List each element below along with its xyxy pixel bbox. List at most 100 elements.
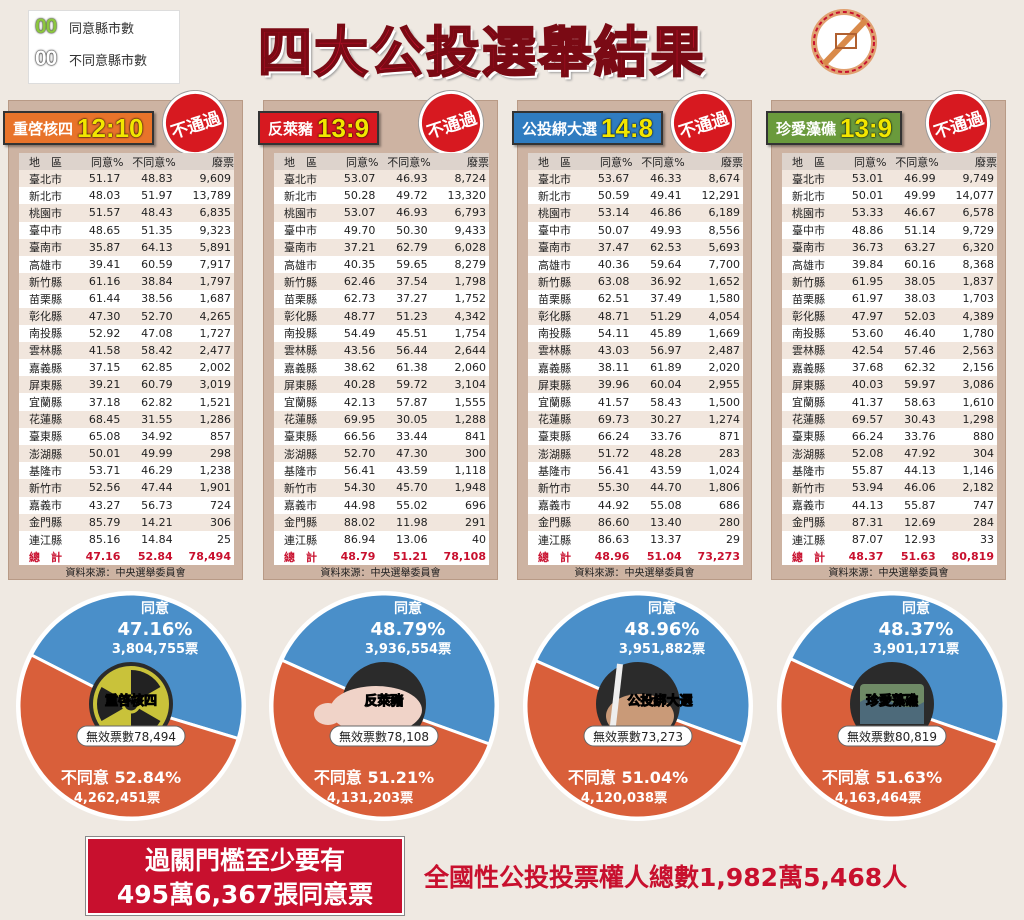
table-cell: 52.92 [88, 326, 121, 340]
table-cell: 53.60 [851, 326, 884, 340]
table-row: 金門縣 86.60 13.40 280 [528, 513, 743, 531]
table-cell: 新竹市 [782, 479, 838, 497]
table-row: 花蓮縣 69.73 30.27 1,274 [528, 410, 743, 428]
table-cell: 基隆市 [538, 464, 571, 478]
disagree-votes: 4,120,038票 [581, 790, 667, 806]
table-cell: 8,556 [708, 223, 741, 237]
table-cell: 彰化縣 [782, 307, 838, 325]
table-cell: 彰化縣 [528, 307, 584, 325]
column-header: 地 區 [19, 153, 75, 170]
table-cell: 新北市 [29, 189, 62, 203]
table-cell: 嘉義縣 [538, 361, 571, 375]
table-cell: 49.72 [396, 189, 428, 203]
table-cell: 37.27 [396, 292, 428, 306]
table-cell: 南投縣 [29, 327, 62, 341]
table-cell: 291 [430, 513, 489, 531]
column-header: 廢票 [938, 153, 997, 170]
table-cell: 1,298 [938, 410, 997, 428]
table-cell: 39.84 [851, 258, 884, 272]
referendum-tab: 公投綁大選 14:8 [512, 111, 664, 145]
table-cell: 1,752 [454, 292, 487, 306]
table-cell: 1,288 [430, 410, 489, 428]
table-cell: 25 [217, 533, 231, 547]
table-cell: 46.93 [378, 170, 431, 188]
table-cell: 高雄市 [284, 258, 317, 272]
table-cell: 43.59 [396, 464, 428, 478]
county-score: 13:9 [317, 112, 370, 143]
table-cell: 臺中市 [538, 224, 571, 238]
table-cell: 52.70 [123, 307, 176, 325]
table-cell: 46.06 [886, 479, 939, 497]
table-row: 雲林縣 42.54 57.46 2,563 [782, 341, 997, 360]
table-cell: 55.87 [851, 464, 884, 478]
disagree-votes: 4,163,464票 [835, 790, 921, 806]
table-cell: 3,104 [430, 376, 489, 394]
table-cell: 30.05 [378, 410, 431, 428]
table-cell: 苗栗縣 [538, 292, 571, 306]
referendum-name: 公投綁大選 [522, 119, 598, 138]
table-cell: 1,948 [430, 479, 489, 497]
table-cell: 3,019 [175, 376, 234, 394]
table-cell: 1,521 [199, 395, 232, 409]
table-cell: 53.33 [837, 204, 887, 222]
table-cell: 花蓮縣 [19, 410, 75, 428]
table-cell: 44.92 [597, 498, 630, 512]
table-cell: 5,693 [684, 238, 743, 256]
table-cell: 50.59 [597, 189, 630, 203]
referendum-name: 反萊豬 [268, 119, 314, 138]
table-cell: 新竹縣 [782, 273, 838, 291]
table-row: 雲林縣 41.58 58.42 2,477 [19, 341, 234, 360]
table-cell: 46.93 [378, 204, 431, 222]
agree-votes: 3,804,755票 [112, 641, 198, 657]
table-cell: 33.76 [650, 429, 682, 443]
table-cell: 基隆市 [29, 464, 62, 478]
disagree-votes: 4,262,451票 [74, 790, 160, 806]
referendum-tab: 反萊豬 13:9 [258, 111, 380, 145]
column-header: 地 區 [782, 153, 838, 170]
table-cell: 37.15 [88, 361, 121, 375]
table-cell: 46.99 [886, 170, 939, 188]
table-row: 屏東縣 39.96 60.04 2,955 [528, 376, 743, 394]
table-cell: 46.33 [632, 170, 685, 188]
table-cell: 臺南市 [782, 238, 838, 256]
table-row: 高雄市 40.36 59.64 7,700 [528, 256, 743, 273]
column-header: 不同意% [886, 153, 939, 170]
table-cell: 14,077 [955, 189, 995, 203]
table-cell: 40.36 [597, 258, 630, 272]
table-cell: 51.17 [74, 170, 124, 188]
table-cell: 新竹縣 [274, 273, 330, 291]
table-cell: 13,320 [447, 189, 487, 203]
legend-disagree: 00 不同意縣市數 [29, 43, 179, 75]
table-cell: 臺東縣 [792, 430, 825, 444]
table-cell: 857 [210, 429, 231, 443]
table-cell: 52.08 [837, 445, 887, 463]
total-cell: 78,494 [188, 550, 231, 564]
column-header: 不同意% [123, 153, 176, 170]
legend-agree-label: 同意縣市數 [69, 21, 135, 37]
table-row: 南投縣 54.49 45.51 1,754 [274, 325, 489, 342]
invalid-votes-pill [583, 725, 693, 747]
table-cell: 宜蘭縣 [29, 396, 62, 410]
data-source: 資料來源：中央選舉委員會 [828, 568, 949, 579]
table-cell: 45.70 [378, 479, 431, 497]
county-score: 13:9 [840, 112, 893, 143]
table-cell: 雲林縣 [274, 341, 330, 360]
table-cell: 新竹縣 [19, 273, 75, 291]
table-cell: 43.03 [583, 341, 633, 360]
table-cell: 47.30 [74, 307, 124, 325]
table-row: 基隆市 53.71 46.29 1,238 [19, 462, 234, 479]
result-table-panel: 公投綁大選 14:8 不通過地 區同意% 不同意% 廢票 臺北市 53.67 46.33 8,6… [512, 82, 752, 580]
table-cell: 2,182 [938, 479, 997, 497]
table-cell: 38.62 [343, 361, 376, 375]
table-cell: 55.02 [396, 498, 428, 512]
table-cell: 苗栗縣 [792, 292, 825, 306]
table-cell: 雲林縣 [782, 341, 838, 360]
table-cell: 雲林縣 [19, 341, 75, 360]
table-cell: 高雄市 [29, 258, 62, 272]
table-cell: 58.63 [904, 395, 936, 409]
nuclear-radiation-symbol-icon [89, 662, 173, 746]
table-cell: 1,555 [454, 395, 487, 409]
table-cell: 51.57 [74, 204, 124, 222]
table-cell: 1,580 [708, 292, 741, 306]
